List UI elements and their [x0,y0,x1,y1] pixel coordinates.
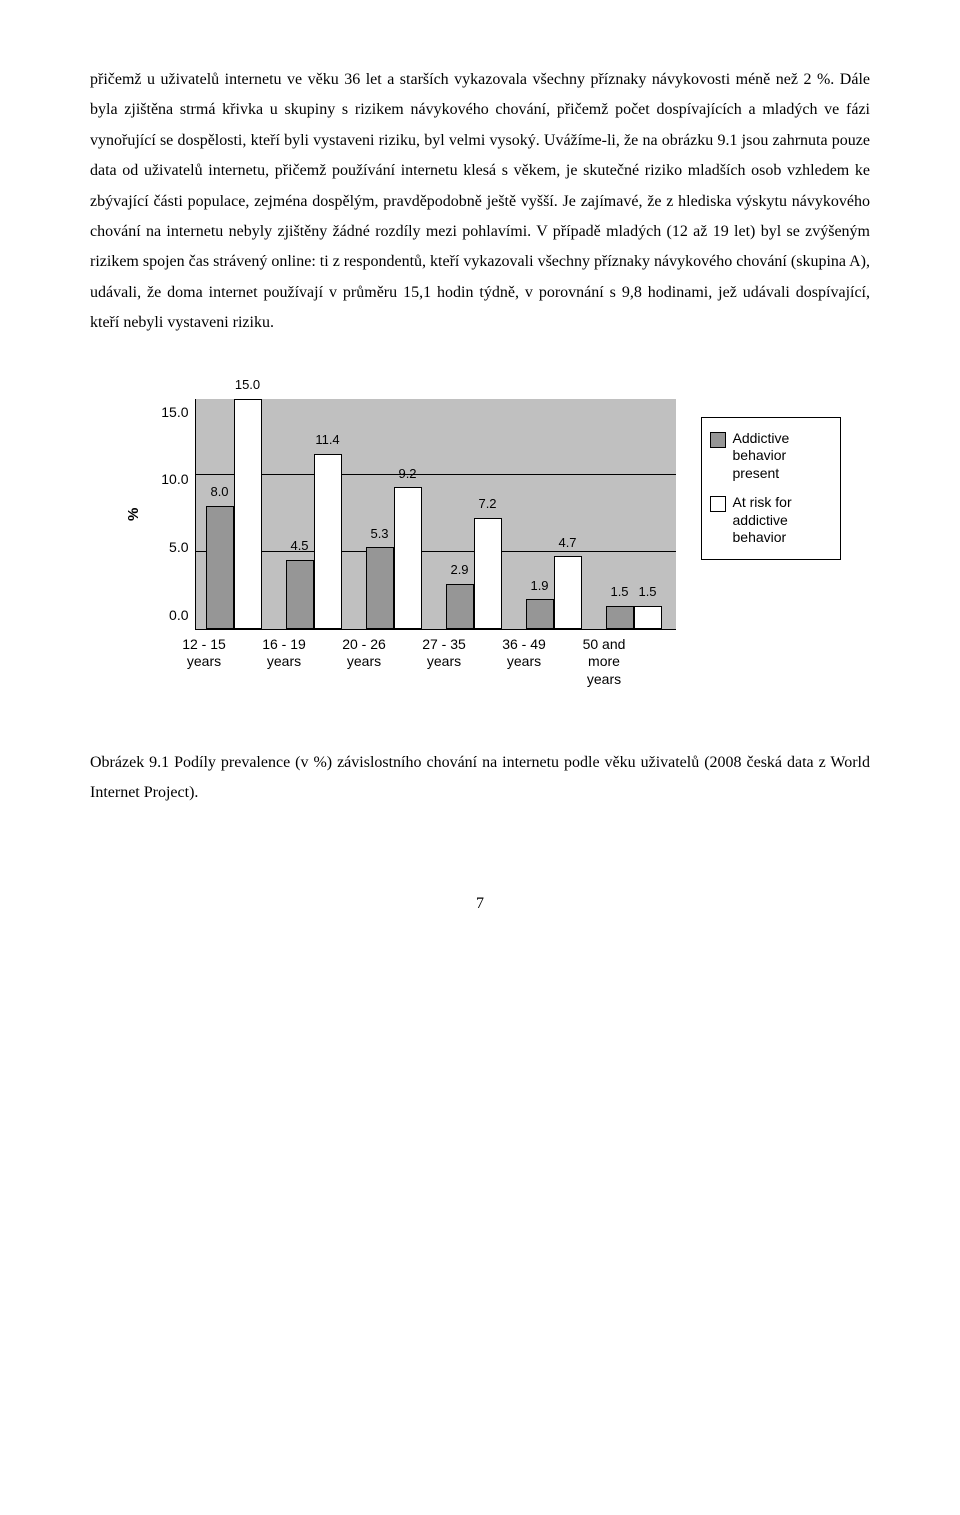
y-tick-label: 10.0 [155,466,189,493]
figure-caption: Obrázek 9.1 Podíly prevalence (v %) závi… [90,748,870,809]
bar-value-label: 9.2 [398,462,416,487]
legend-swatch [710,496,726,512]
bar-value-label: 2.9 [450,558,468,583]
y-axis-title: % [120,399,149,629]
y-tick-label: 0.0 [155,602,189,629]
legend-label: At risk for addictive behavior [733,494,830,547]
y-tick-label: 5.0 [155,534,189,561]
legend-label: Addictive behavior present [733,430,830,483]
bar-present: 1.5 [606,606,634,629]
x-axis-labels: 12 - 15years16 - 19years20 - 26years27 -… [166,636,646,689]
x-tick-label: 50 andmoreyears [564,636,644,689]
x-tick-label: 20 - 26years [324,636,404,689]
bar-group: 4.511.4 [286,454,342,629]
bar-value-label: 1.9 [530,574,548,599]
page-number: 7 [90,889,870,919]
gridline [196,551,676,552]
x-tick-label: 16 - 19years [244,636,324,689]
bar-atrisk: 1.5 [634,606,662,629]
bar-atrisk: 7.2 [474,518,502,628]
bar-present: 5.3 [366,547,394,628]
bar-atrisk: 15.0 [234,399,262,629]
bar-group: 8.015.0 [206,399,262,629]
legend-item: At risk for addictive behavior [710,494,830,547]
bar-present: 2.9 [446,584,474,628]
bar-present: 4.5 [286,560,314,629]
plot-area: 8.015.04.511.45.39.22.97.21.94.71.51.5 [195,399,676,630]
bar-value-label: 8.0 [210,480,228,505]
y-tick-label: 15.0 [155,399,189,426]
x-tick-label: 27 - 35years [404,636,484,689]
bar-value-label: 15.0 [235,373,260,398]
bar-value-label: 5.3 [370,522,388,547]
bar-value-label: 4.5 [290,534,308,559]
bar-group: 5.39.2 [366,487,422,628]
bar-atrisk: 11.4 [314,454,342,629]
bar-group: 1.94.7 [526,556,582,628]
legend-item: Addictive behavior present [710,430,830,483]
chart-legend: Addictive behavior present At risk for ad… [701,417,841,560]
body-paragraph: přičemž u uživatelů internetu ve věku 36… [90,65,870,339]
legend-swatch [710,432,726,448]
prevalence-bar-chart: % 15.010.05.00.0 8.015.04.511.45.39.22.9… [120,399,870,689]
bar-value-label: 7.2 [478,492,496,517]
bar-present: 8.0 [206,506,234,629]
bar-atrisk: 9.2 [394,487,422,628]
bar-atrisk: 4.7 [554,556,582,628]
bar-group: 2.97.2 [446,518,502,628]
bar-group: 1.51.5 [606,606,662,629]
bar-value-label: 1.5 [610,580,628,605]
y-axis-tick-labels: 15.0 10.0 5.0 0.0 [155,399,195,629]
gridline [196,474,676,475]
bar-value-label: 11.4 [315,428,339,453]
bar-value-label: 4.7 [558,531,576,556]
bar-present: 1.9 [526,599,554,628]
x-tick-label: 36 - 49years [484,636,564,689]
x-tick-label: 12 - 15years [164,636,244,689]
bar-value-label: 1.5 [638,580,656,605]
